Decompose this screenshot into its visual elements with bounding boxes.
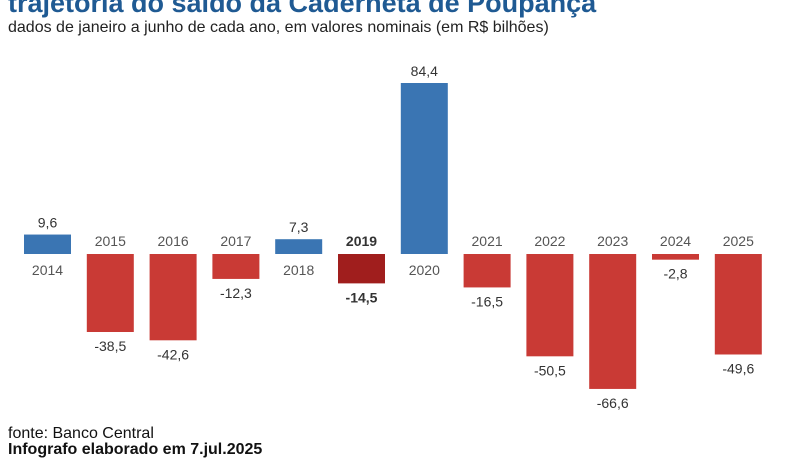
category-label-2024: 2024	[660, 233, 691, 249]
value-label-2021: -16,5	[471, 293, 503, 309]
category-label-2022: 2022	[534, 233, 565, 249]
category-label-2025: 2025	[723, 233, 754, 249]
credit-note: Infografo elaborado em 7.jul.2025	[8, 441, 263, 458]
category-label-2023: 2023	[597, 233, 628, 249]
bar-2018	[275, 239, 323, 254]
value-label-2020: 84,4	[411, 63, 438, 79]
bar-2024	[652, 254, 699, 260]
value-label-2018: 7,3	[289, 219, 309, 235]
value-label-2019: -14,5	[346, 289, 378, 305]
category-label-2021: 2021	[472, 233, 503, 249]
value-label-2024: -2,8	[663, 266, 687, 282]
category-label-2020: 2020	[409, 262, 440, 278]
category-label-2019: 2019	[346, 233, 377, 249]
bar-2025	[714, 254, 762, 355]
bar-2021	[463, 254, 511, 288]
bar-2022	[526, 254, 574, 357]
value-label-2014: 9,6	[38, 215, 58, 231]
chart-title: trajetória do saldo da Caderneta de Poup…	[8, 0, 597, 18]
value-label-2025: -49,6	[722, 360, 754, 376]
chart-subtitle: dados de janeiro a junho de cada ano, em…	[8, 19, 549, 36]
category-label-2018: 2018	[283, 262, 314, 278]
bar-2023	[589, 254, 637, 389]
value-label-2022: -50,5	[534, 362, 566, 378]
bar-2016	[149, 254, 197, 341]
category-label-2017: 2017	[220, 233, 251, 249]
bar-2017	[212, 254, 260, 279]
value-label-2016: -42,6	[157, 346, 189, 362]
bar-2020	[400, 83, 448, 254]
bar-chart: 2014 9,6 2015 -38,5 2016 -42,6 2017 -12,3 2018 7,…	[24, 63, 762, 411]
category-label-2016: 2016	[158, 233, 189, 249]
value-label-2023: -66,6	[597, 395, 629, 411]
bar-2014	[24, 234, 71, 254]
value-label-2015: -38,5	[94, 338, 126, 354]
bar-2015	[86, 254, 134, 333]
category-label-2015: 2015	[95, 233, 126, 249]
source-note: fonte: Banco Central	[8, 425, 154, 442]
bar-2019	[338, 254, 385, 284]
category-label-2014: 2014	[32, 262, 63, 278]
value-label-2017: -12,3	[220, 285, 252, 301]
